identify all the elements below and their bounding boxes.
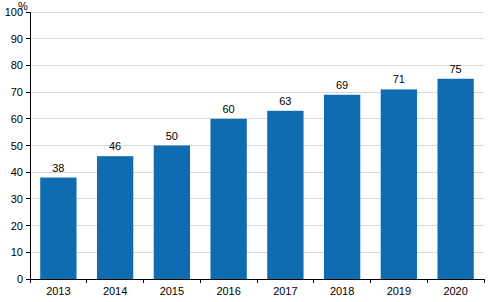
data-label: 71 bbox=[393, 73, 405, 85]
data-label: 46 bbox=[109, 140, 121, 152]
y-tick bbox=[26, 172, 30, 173]
bar bbox=[437, 79, 473, 279]
data-label: 75 bbox=[450, 63, 462, 75]
bar bbox=[40, 178, 76, 279]
y-tick-label: 50 bbox=[11, 140, 23, 152]
x-tick-label: 2018 bbox=[330, 285, 354, 297]
y-tick bbox=[26, 198, 30, 199]
grid-line bbox=[30, 65, 484, 66]
grid-line bbox=[30, 12, 484, 13]
y-tick-label: 60 bbox=[11, 113, 23, 125]
x-tick-label: 2016 bbox=[216, 285, 240, 297]
y-tick bbox=[26, 65, 30, 66]
data-label: 50 bbox=[166, 130, 178, 142]
y-tick-label: 10 bbox=[11, 246, 23, 258]
y-tick-label: 40 bbox=[11, 166, 23, 178]
bar bbox=[381, 89, 417, 279]
chart-container: 0102030405060708090100%20132014201520162… bbox=[0, 0, 491, 302]
bar bbox=[210, 119, 246, 279]
x-tick bbox=[313, 279, 314, 283]
bar bbox=[97, 156, 133, 279]
x-tick bbox=[370, 279, 371, 283]
y-tick bbox=[26, 225, 30, 226]
y-tick-label: 0 bbox=[17, 273, 23, 285]
grid bbox=[26, 12, 484, 279]
data-label: 60 bbox=[223, 103, 235, 115]
y-axis-label: % bbox=[18, 0, 28, 12]
y-tick bbox=[26, 38, 30, 39]
x-tick-label: 2017 bbox=[273, 285, 297, 297]
y-tick bbox=[26, 279, 30, 280]
grid-line bbox=[30, 38, 484, 39]
x-tick-label: 2013 bbox=[46, 285, 70, 297]
x-tick bbox=[143, 279, 144, 283]
x-tick-label: 2015 bbox=[160, 285, 184, 297]
y-tick-label: 30 bbox=[11, 193, 23, 205]
y-tick bbox=[26, 118, 30, 119]
x-tick bbox=[86, 279, 87, 283]
x-tick bbox=[427, 279, 428, 283]
x-tick-label: 2014 bbox=[103, 285, 127, 297]
y-tick-label: 70 bbox=[11, 86, 23, 98]
chart-svg: 0102030405060708090100%20132014201520162… bbox=[0, 0, 491, 302]
x-tick bbox=[200, 279, 201, 283]
y-axis bbox=[30, 12, 31, 279]
y-tick bbox=[26, 92, 30, 93]
x-tick-label: 2020 bbox=[443, 285, 467, 297]
y-tick bbox=[26, 145, 30, 146]
bar bbox=[324, 95, 360, 279]
y-tick-label: 80 bbox=[11, 59, 23, 71]
bar bbox=[267, 111, 303, 279]
x-tick bbox=[30, 279, 31, 283]
y-tick-label: 20 bbox=[11, 220, 23, 232]
bar bbox=[154, 146, 190, 280]
data-label: 38 bbox=[52, 162, 64, 174]
y-tick bbox=[26, 252, 30, 253]
x-tick bbox=[257, 279, 258, 283]
y-tick-label: 90 bbox=[11, 33, 23, 45]
x-tick bbox=[484, 279, 485, 283]
data-label: 63 bbox=[279, 95, 291, 107]
x-tick-label: 2019 bbox=[387, 285, 411, 297]
bars bbox=[40, 79, 474, 279]
data-label: 69 bbox=[336, 79, 348, 91]
